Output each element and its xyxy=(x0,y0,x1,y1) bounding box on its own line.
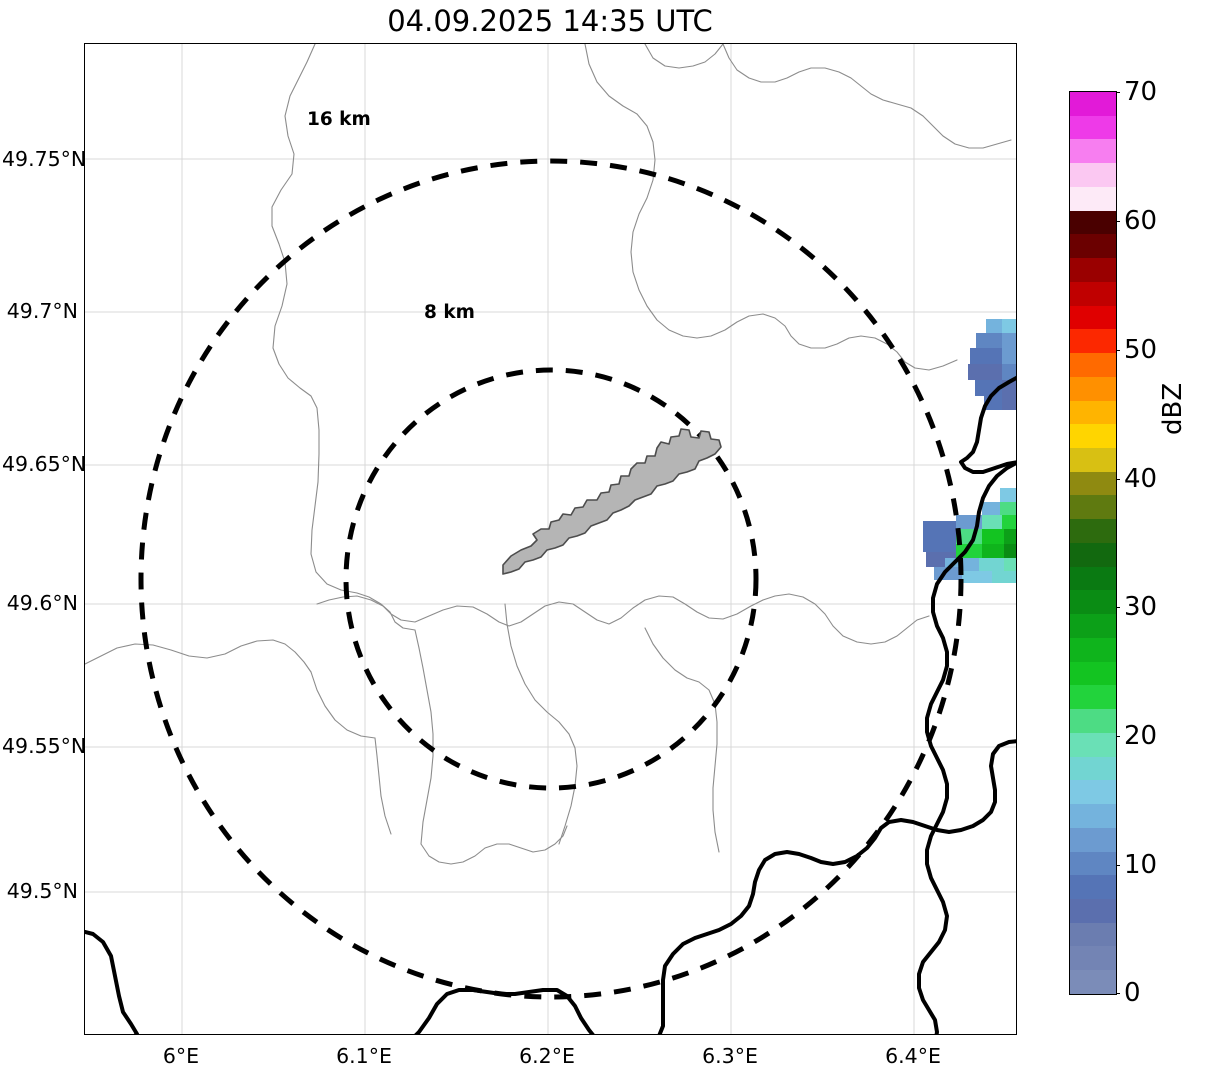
colorbar-tick-20 xyxy=(1117,736,1120,737)
colorbar-label-70: 70 xyxy=(1124,77,1158,107)
colorbar-segment xyxy=(1070,163,1116,187)
colorbar-segment xyxy=(1070,851,1116,876)
colorbar-segment xyxy=(1070,139,1116,164)
y-tick-label-4965: 49.65°N xyxy=(2,452,87,476)
figure-title: 04.09.2025 14:35 UTC xyxy=(387,4,713,38)
colorbar-segment xyxy=(1070,875,1116,899)
colorbar-segment xyxy=(1070,637,1116,662)
x-tick-label-61: 6.1°E xyxy=(336,1044,392,1068)
colorbar-segment xyxy=(1070,92,1116,116)
x-tick-label-62: 6.2°E xyxy=(519,1044,575,1068)
colorbar-tick-0 xyxy=(1117,993,1120,994)
colorbar-segment xyxy=(1070,946,1116,971)
colorbar-segment xyxy=(1070,922,1116,947)
y-tick-label-4975: 49.75°N xyxy=(2,147,87,171)
colorbar-segment xyxy=(1070,542,1116,567)
colorbar-segment xyxy=(1070,519,1116,543)
colorbar-segment xyxy=(1070,471,1116,496)
colorbar-segment xyxy=(1070,305,1116,330)
colorbar-label-0: 0 xyxy=(1124,978,1141,1008)
colorbar-tick-60 xyxy=(1117,221,1120,222)
colorbar-segment xyxy=(1070,614,1116,638)
x-tick-label-63: 6.3°E xyxy=(702,1044,758,1068)
colorbar-segment xyxy=(1070,566,1116,591)
y-tick-label-497: 49.7°N xyxy=(6,299,78,323)
colorbar-segment xyxy=(1070,210,1116,235)
colorbar-segment xyxy=(1070,590,1116,615)
colorbar-segment xyxy=(1070,756,1116,781)
range-rings-layer xyxy=(138,158,964,1000)
colorbar-segment xyxy=(1070,804,1116,828)
range-ring-label-16km: 16 km xyxy=(307,109,371,130)
map-plot-area[interactable]: 16 km 8 km xyxy=(84,43,1017,1035)
luxembourg-city-polygon xyxy=(502,428,722,575)
colorbar-label-50: 50 xyxy=(1124,335,1158,365)
colorbar-tick-40 xyxy=(1117,479,1120,480)
range-ring-label-8km: 8 km xyxy=(424,302,475,323)
x-tick-label-6: 6°E xyxy=(162,1044,200,1068)
colorbar[interactable] xyxy=(1069,91,1117,995)
y-tick-label-496: 49.6°N xyxy=(6,591,78,615)
colorbar-tick-70 xyxy=(1117,92,1120,93)
colorbar-segment xyxy=(1070,898,1116,923)
colorbar-segment xyxy=(1070,424,1116,449)
city-polygon-layer xyxy=(502,428,722,575)
colorbar-segment xyxy=(1070,827,1116,852)
colorbar-segment xyxy=(1070,353,1116,377)
y-tick-label-495: 49.5°N xyxy=(6,879,78,903)
colorbar-segment xyxy=(1070,780,1116,805)
colorbar-segment xyxy=(1070,448,1116,472)
colorbar-segment xyxy=(1070,970,1116,994)
colorbar-tick-10 xyxy=(1117,865,1120,866)
x-tick-label-64: 6.4°E xyxy=(885,1044,941,1068)
colorbar-label-20: 20 xyxy=(1124,721,1158,751)
colorbar-segment xyxy=(1070,186,1116,211)
colorbar-tick-50 xyxy=(1117,350,1120,351)
colorbar-segment xyxy=(1070,685,1116,710)
colorbar-segment xyxy=(1070,709,1116,733)
colorbar-segment xyxy=(1070,400,1116,425)
national-border-layer xyxy=(85,375,1016,1034)
colorbar-segment xyxy=(1070,281,1116,306)
colorbar-segment xyxy=(1070,732,1116,757)
colorbar-segment xyxy=(1070,329,1116,354)
map-canvas xyxy=(85,44,1016,1034)
colorbar-segment xyxy=(1070,661,1116,686)
colorbar-segment xyxy=(1070,495,1116,520)
colorbar-label-30: 30 xyxy=(1124,592,1158,622)
range-ring-8km xyxy=(343,367,759,791)
range-ring-16km xyxy=(138,158,964,1000)
colorbar-label-10: 10 xyxy=(1124,850,1158,880)
colorbar-segment xyxy=(1070,258,1116,282)
colorbar-segment xyxy=(1070,234,1116,259)
colorbar-label-60: 60 xyxy=(1124,206,1158,236)
colorbar-segment xyxy=(1070,115,1116,140)
colorbar-label-40: 40 xyxy=(1124,464,1158,494)
colorbar-segment xyxy=(1070,376,1116,401)
colorbar-title: dBZ xyxy=(1158,382,1188,435)
colorbar-tick-30 xyxy=(1117,607,1120,608)
y-tick-label-4955: 49.55°N xyxy=(2,734,87,758)
